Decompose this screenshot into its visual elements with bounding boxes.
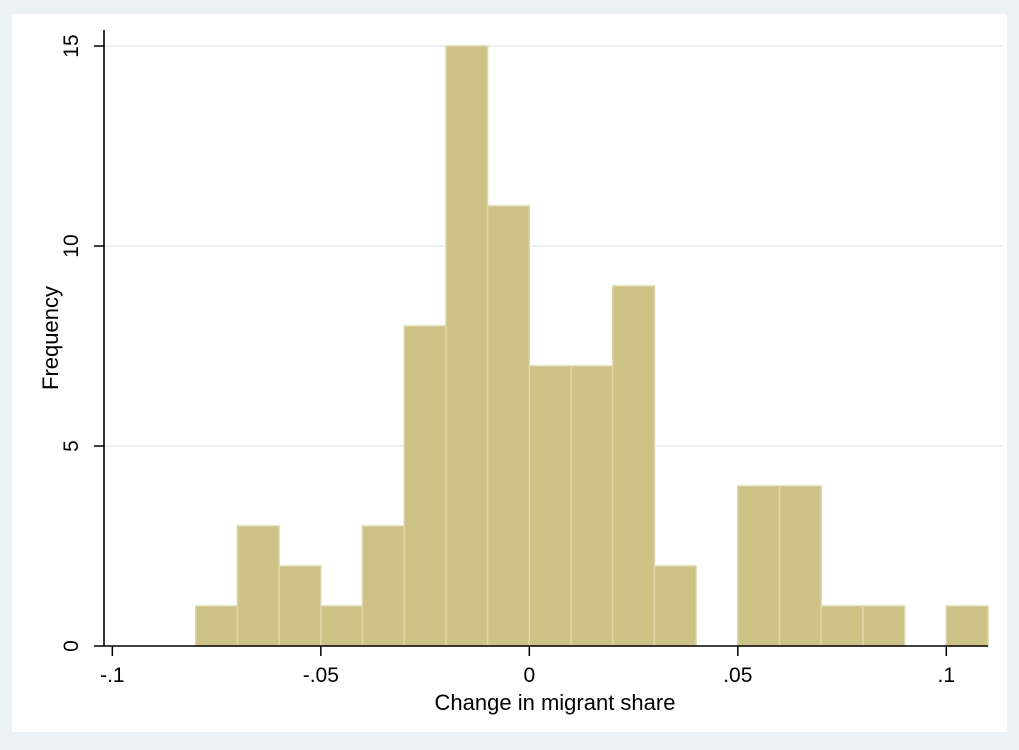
- histogram-bar: [236, 525, 280, 647]
- histogram-bar: [653, 565, 697, 647]
- x-axis-title: Change in migrant share: [435, 690, 676, 715]
- histogram-bar: [820, 605, 864, 647]
- y-axis-title: Frequency: [38, 286, 63, 390]
- x-tick-label: .1: [938, 664, 956, 687]
- y-tick-label: 15: [60, 34, 83, 57]
- histogram-bar: [862, 605, 906, 647]
- histogram-bar: [528, 365, 572, 647]
- histogram-bar: [737, 485, 781, 647]
- histogram-bar: [611, 285, 656, 647]
- y-tick-label: 10: [60, 234, 83, 257]
- histogram-bar: [320, 605, 364, 647]
- histogram-bar: [403, 325, 447, 647]
- histogram-bar: [361, 525, 405, 647]
- histogram-bar: [778, 485, 822, 647]
- histogram-bar: [945, 605, 989, 647]
- histogram-bar: [194, 605, 239, 647]
- x-tick-label: -.1: [100, 664, 125, 687]
- bars: [194, 45, 989, 647]
- histogram-bar: [445, 45, 489, 647]
- x-tick-label: .05: [723, 664, 752, 687]
- histogram-bar: [278, 565, 322, 647]
- y-tick-label: 0: [60, 640, 83, 652]
- y-tick-label: 5: [60, 440, 83, 452]
- x-tick-label: 0: [523, 664, 535, 687]
- axes: [103, 30, 988, 647]
- x-tick-label: -.05: [303, 664, 339, 687]
- ticks: -.1 -.05 0 .05 .1 0 5 10 15: [60, 34, 955, 687]
- histogram-bar: [486, 205, 531, 647]
- histogram-bar: [570, 365, 614, 647]
